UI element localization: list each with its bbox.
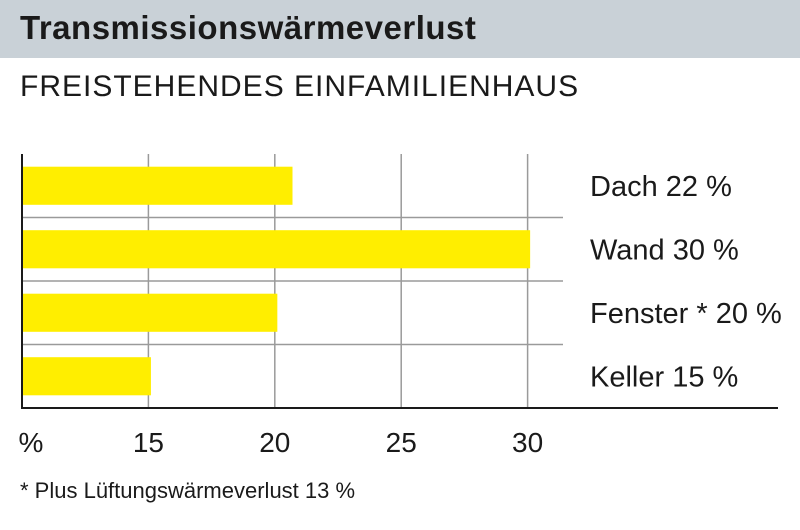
x-tick-label-0: %	[19, 427, 44, 458]
bar-dach	[22, 166, 293, 205]
bar-wand	[22, 230, 531, 269]
x-tick-label-4: 30	[512, 427, 543, 458]
chart-subtitle: FREISTEHENDES EINFAMILIENHAUS	[20, 70, 580, 103]
bar-fenster	[22, 293, 278, 332]
bar-label-keller: Keller 15 %	[590, 361, 738, 393]
bar-keller	[22, 357, 151, 396]
x-tick-label-1: 15	[133, 427, 164, 458]
title-bar: Transmissionswärmeverlust	[0, 0, 800, 58]
chart-title: Transmissionswärmeverlust	[20, 9, 477, 46]
footnote: * Plus Lüftungswärmeverlust 13 %	[20, 478, 356, 503]
x-tick-label-2: 20	[259, 427, 290, 458]
bar-label-wand: Wand 30 %	[590, 234, 739, 266]
bar-label-dach: Dach 22 %	[590, 171, 732, 203]
x-tick-label-3: 25	[386, 427, 417, 458]
bar-label-fenster: Fenster * 20 %	[590, 298, 782, 330]
